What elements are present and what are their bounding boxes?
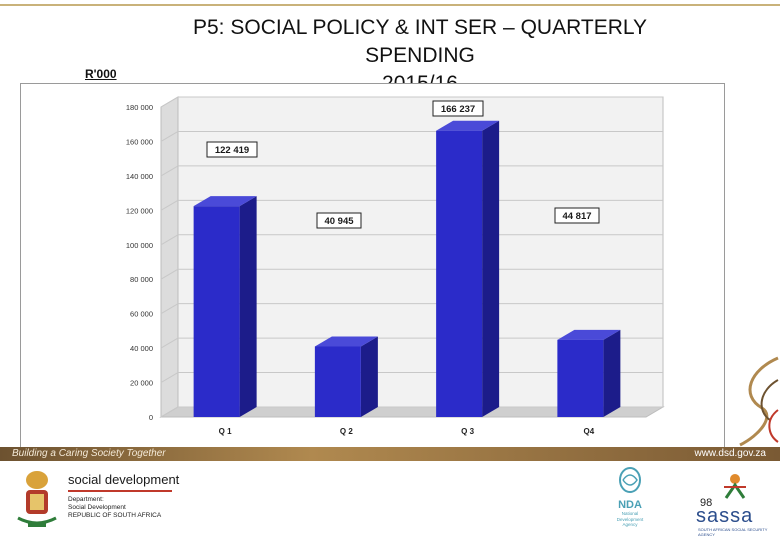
coat-of-arms-icon [17,471,57,527]
data-label: 40 945 [324,216,354,227]
footer-tagline: Building a Caring Society Together [12,448,166,459]
nda-logo: NDA National Development Agency [608,466,652,528]
data-label-box [206,141,258,158]
bar [314,346,361,417]
sassa-subtitle: SOUTH AFRICAN SOCIAL SECURITY AGENCY [698,527,768,537]
gridline-side [160,268,179,280]
department-logo: social development Department: Social De… [68,472,179,520]
department-line-3: REPUBLIC OF SOUTH AFRICA [68,512,162,519]
department-rule [68,490,172,492]
y-tick-label: 80 000 [130,275,153,284]
y-tick-label: 180 000 [126,103,153,112]
gridline-side [160,337,179,349]
bar-top [193,196,257,207]
nda-line-3: Agency [622,522,638,527]
department-line-2: Social Development [68,504,126,511]
nda-title: NDA [618,499,642,511]
y-tick-label: 140 000 [126,172,153,181]
department-name: social development [68,472,180,487]
bar [193,206,240,417]
x-tick-label: Q 2 [340,427,353,436]
x-tick-label: Q 1 [219,427,232,436]
bar-side [239,196,257,417]
data-label-box [554,207,600,224]
data-label-box [432,100,484,117]
chart-side-wall [160,96,179,418]
x-tick-label: Q4 [584,427,595,436]
chart-frame: 0 20 000 40 000 60 000 80 000 100 000 120 000 1… [20,83,725,451]
y-tick-label: 120 000 [126,206,153,215]
bar-side [482,120,500,417]
sassa-logo: sassa [696,505,754,527]
bar [557,339,604,417]
gridline-side [160,131,179,142]
bar [436,130,483,417]
gridline-side [160,234,179,246]
page-number: 98 [700,497,713,509]
decorative-swirl [739,356,779,447]
y-tick-label: 0 [149,413,153,422]
bar-top [557,329,621,340]
data-label: 166 237 [441,104,475,115]
y-tick-label: 20 000 [130,379,153,388]
bar-side [360,336,378,417]
bar-chart: 0 20 000 40 000 60 000 80 000 100 000 120 000 1… [126,96,665,436]
data-label: 44 817 [562,211,591,222]
gridline-side [160,199,179,211]
data-label-box [316,212,362,229]
title-line-1: P5: SOCIAL POLICY & INT SER – QUARTERLY … [193,16,647,67]
y-tick-label: 60 000 [130,310,153,319]
gridline-side [160,303,179,315]
bar-top [314,336,378,347]
gridline-side [160,165,179,177]
department-line-1: Department: [68,496,104,503]
nda-line-2: Development [616,516,644,522]
footer-url[interactable]: www.dsd.gov.za [694,448,766,459]
top-rule [0,4,780,6]
x-tick-label: Q 3 [461,427,474,436]
bar-top [436,120,500,131]
data-label: 122 419 [215,145,249,156]
gridline-side [160,96,179,108]
nda-line-1: National [621,511,639,516]
gridline-side [160,406,179,418]
footer-banner [0,447,780,461]
unit-label: R'000 [85,67,117,81]
nda-emblem-icon [619,467,641,493]
y-tick-label: 160 000 [126,137,153,146]
sassa-figure-icon [724,474,746,499]
bar-side [603,329,621,417]
y-tick-label: 100 000 [126,241,153,250]
gridline-side [160,372,179,383]
y-tick-label: 40 000 [130,344,153,353]
